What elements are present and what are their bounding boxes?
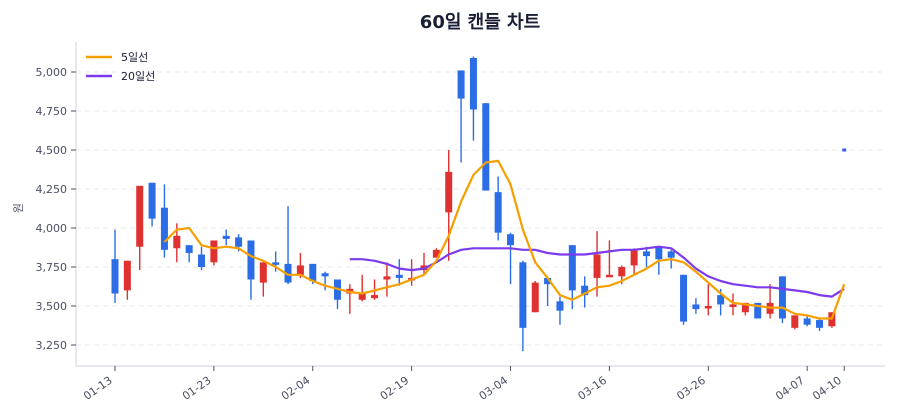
candle [148, 182, 156, 227]
candle [457, 70, 465, 163]
candle [432, 248, 440, 258]
candle-series [111, 56, 847, 352]
x-tick-label: 02-19 [378, 374, 412, 403]
candle [803, 315, 811, 327]
candle [247, 240, 255, 300]
candle [210, 240, 218, 266]
legend-label: 20일선 [121, 69, 155, 83]
candle [408, 259, 416, 286]
x-axis: 01-13 01-23 02-04 02-19 03-04 03-16 03-26 04-07… [76, 365, 885, 403]
y-tick-label: 3,500 [36, 300, 68, 313]
candle [605, 240, 613, 278]
candle [198, 246, 206, 271]
x-tick-label: 03-26 [674, 374, 708, 403]
candle [482, 103, 490, 191]
candle [544, 277, 552, 306]
candle [791, 315, 799, 330]
y-tick-label: 4,500 [36, 144, 68, 157]
candle [383, 262, 391, 297]
candle [321, 271, 329, 291]
x-tick-label: 03-16 [575, 374, 609, 403]
candle [259, 262, 267, 297]
candle [842, 148, 847, 152]
x-tick-label: 03-04 [477, 374, 511, 403]
candle [395, 259, 403, 286]
candle [346, 284, 354, 314]
candle [358, 274, 366, 302]
legend: 5일선 20일선 [86, 50, 155, 83]
y-tick-label: 3,250 [36, 339, 68, 352]
candle [469, 56, 477, 141]
candle [642, 246, 650, 267]
y-tick-label: 5,000 [36, 66, 68, 79]
candle [593, 231, 601, 297]
candle [766, 284, 774, 319]
candle [581, 276, 589, 308]
candle [507, 232, 515, 285]
chart-title: 60일 캔들 차트 [420, 12, 540, 33]
legend-label: 5일선 [121, 50, 148, 64]
y-tick-label: 4,750 [36, 105, 68, 118]
y-tick-label: 4,250 [36, 183, 68, 196]
y-axis: 3,250 3,500 3,750 4,000 4,250 4,500 4,750 5,000 [36, 42, 77, 366]
candle [680, 274, 688, 325]
x-tick-label: 04-10 [810, 374, 844, 403]
candle [729, 293, 737, 316]
candle [816, 318, 824, 331]
candle [519, 260, 527, 352]
candle [630, 248, 638, 275]
y-tick-label: 3,750 [36, 261, 68, 274]
candle [136, 185, 144, 271]
candle [284, 206, 292, 285]
candle [123, 260, 131, 300]
y-tick-label: 4,000 [36, 222, 68, 235]
candle [445, 150, 453, 261]
x-tick-label: 02-04 [279, 374, 313, 403]
x-tick-label: 01-13 [81, 374, 115, 403]
candle [185, 245, 193, 263]
candle [692, 298, 700, 314]
candle [556, 296, 564, 325]
candle [160, 184, 168, 258]
candle [704, 284, 712, 316]
candle [111, 229, 119, 303]
moving-average-lines [163, 159, 846, 320]
y-axis-label: 원 [12, 203, 25, 213]
candle [272, 251, 280, 272]
candle [568, 245, 576, 310]
x-tick-label: 04-07 [773, 374, 807, 403]
x-tick-label: 01-23 [180, 374, 214, 403]
candle [778, 276, 786, 324]
candle [333, 279, 341, 310]
candle [222, 229, 230, 246]
candle [531, 281, 539, 313]
gridlines [76, 71, 885, 346]
candle [494, 176, 502, 241]
ma5-line [163, 159, 846, 320]
